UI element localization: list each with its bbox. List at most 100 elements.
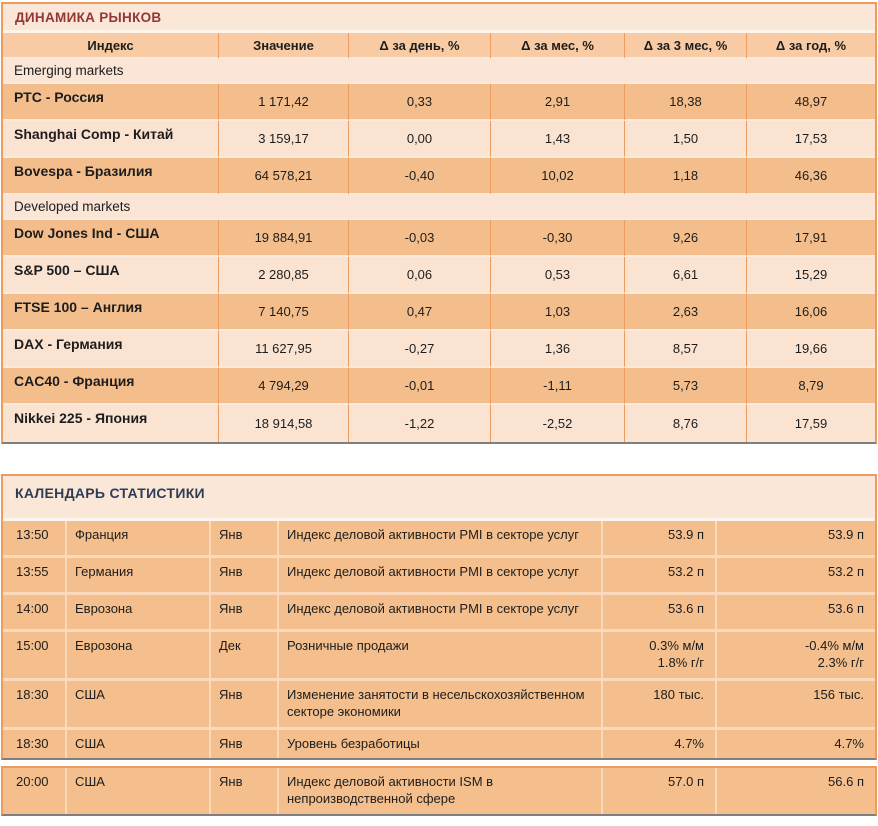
market-dynamics-table: Индекс Значение Δ за день, % Δ за мес, % Δ з… (3, 33, 875, 442)
market-table-header-row: Индекс Значение Δ за день, % Δ за мес, % Δ з… (3, 33, 875, 59)
market-dynamics-section: ДИНАМИКА РЫНКОВ Индекс Значение Δ за день,… (1, 2, 877, 444)
calendar-event: Уровень безработицы (279, 729, 603, 759)
market-index-name: Nikkei 225 - Япония (3, 405, 219, 442)
statistics-calendar-section: КАЛЕНДАРЬ СТАТИСТИКИ 13:50 Франция Янв Инде… (1, 474, 877, 761)
market-delta-day: 0,33 (349, 84, 491, 121)
market-index-name: РТС - Россия (3, 84, 219, 121)
market-value: 18 914,58 (219, 405, 349, 442)
market-index-name: Bovespa - Бразилия (3, 158, 219, 195)
calendar-time: 13:55 (3, 558, 67, 595)
market-delta-day: -0,27 (349, 331, 491, 368)
market-index-name: FTSE 100 – Англия (3, 294, 219, 331)
market-column-header: Δ за день, % (349, 33, 491, 59)
calendar-time: 13:50 (3, 521, 67, 558)
market-value: 2 280,85 (219, 257, 349, 294)
market-group-row: Developed markets (3, 195, 875, 220)
market-index-name: S&P 500 – США (3, 257, 219, 294)
calendar-region: США (67, 729, 211, 759)
market-delta-year: 17,59 (747, 405, 875, 442)
market-delta-day: -1,22 (349, 405, 491, 442)
market-delta-day: -0,01 (349, 368, 491, 405)
market-delta-year: 17,53 (747, 121, 875, 158)
market-delta-3month: 6,61 (625, 257, 747, 294)
market-index-row: DAX - Германия 11 627,95 -0,27 1,36 8,57 19,6… (3, 331, 875, 368)
market-delta-year: 15,29 (747, 257, 875, 294)
market-delta-year: 48,97 (747, 84, 875, 121)
calendar-period: Дек (211, 632, 279, 681)
market-delta-day: 0,00 (349, 121, 491, 158)
calendar-event-row: 14:00 Еврозона Янв Индекс деловой активност… (3, 595, 875, 632)
calendar-time: 15:00 (3, 632, 67, 681)
statistics-calendar-continued-section: 20:00 США Янв Индекс деловой активности ISM… (1, 766, 877, 817)
market-delta-3month: 1,18 (625, 158, 747, 195)
market-index-name: Dow Jones Ind - США (3, 220, 219, 257)
market-delta-year: 16,06 (747, 294, 875, 331)
calendar-period: Янв (211, 768, 279, 815)
market-index-name: CAC40 - Франция (3, 368, 219, 405)
calendar-event-row: 13:55 Германия Янв Индекс деловой активност… (3, 558, 875, 595)
calendar-forecast: 57.0 п (603, 768, 717, 815)
market-delta-3month: 8,57 (625, 331, 747, 368)
market-delta-month: 0,53 (491, 257, 625, 294)
market-delta-year: 19,66 (747, 331, 875, 368)
calendar-forecast: 53.9 п (603, 521, 717, 558)
calendar-period: Янв (211, 595, 279, 632)
market-delta-3month: 2,63 (625, 294, 747, 331)
market-delta-day: -0,40 (349, 158, 491, 195)
market-delta-day: -0,03 (349, 220, 491, 257)
market-index-row: CAC40 - Франция 4 794,29 -0,01 -1,11 5,73 8,7… (3, 368, 875, 405)
calendar-period: Янв (211, 729, 279, 759)
calendar-previous: 53.2 п (717, 558, 875, 595)
market-delta-3month: 1,50 (625, 121, 747, 158)
statistics-calendar-table: 13:50 Франция Янв Индекс деловой активности… (3, 521, 875, 759)
market-index-row: Nikkei 225 - Япония 18 914,58 -1,22 -2,52 8,… (3, 405, 875, 442)
market-delta-day: 0,06 (349, 257, 491, 294)
market-value: 4 794,29 (219, 368, 349, 405)
calendar-region: Еврозона (67, 632, 211, 681)
market-value: 19 884,91 (219, 220, 349, 257)
calendar-previous: 156 тыс. (717, 680, 875, 730)
statistics-calendar-table-continued: 20:00 США Янв Индекс деловой активности ISM… (3, 768, 875, 815)
calendar-previous: 4.7% (717, 729, 875, 759)
calendar-region: Франция (67, 521, 211, 558)
market-value: 11 627,95 (219, 331, 349, 368)
calendar-region: Германия (67, 558, 211, 595)
market-delta-month: 1,36 (491, 331, 625, 368)
market-column-header: Δ за мес, % (491, 33, 625, 59)
calendar-event-row: 13:50 Франция Янв Индекс деловой активности… (3, 521, 875, 558)
calendar-region: США (67, 680, 211, 730)
calendar-period: Янв (211, 521, 279, 558)
market-delta-month: 10,02 (491, 158, 625, 195)
calendar-event: Индекс деловой активности PMI в секторе … (279, 558, 603, 595)
market-delta-month: 1,03 (491, 294, 625, 331)
calendar-event: Индекс деловой активности PMI в секторе … (279, 521, 603, 558)
calendar-time: 18:30 (3, 729, 67, 759)
calendar-period: Янв (211, 680, 279, 730)
market-delta-3month: 9,26 (625, 220, 747, 257)
market-index-row: РТС - Россия 1 171,42 0,33 2,91 18,38 48,97 (3, 84, 875, 121)
market-value: 1 171,42 (219, 84, 349, 121)
calendar-forecast: 53.6 п (603, 595, 717, 632)
market-delta-month: 2,91 (491, 84, 625, 121)
calendar-event: Индекс деловой активности PMI в секторе … (279, 595, 603, 632)
market-index-row: Shanghai Comp - Китай 3 159,17 0,00 1,43 1,5… (3, 121, 875, 158)
market-dynamics-title: ДИНАМИКА РЫНКОВ (3, 4, 875, 33)
calendar-event-row: 20:00 США Янв Индекс деловой активности ISM… (3, 768, 875, 815)
market-delta-3month: 8,76 (625, 405, 747, 442)
market-delta-month: -1,11 (491, 368, 625, 405)
calendar-event-row: 18:30 США Янв Уровень безработицы 4.7% 4.7% (3, 729, 875, 759)
calendar-previous: -0.4% м/м 2.3% г/г (717, 632, 875, 681)
market-delta-month: -0,30 (491, 220, 625, 257)
market-index-row: Bovespa - Бразилия 64 578,21 -0,40 10,02 1,1… (3, 158, 875, 195)
market-delta-year: 46,36 (747, 158, 875, 195)
market-delta-day: 0,47 (349, 294, 491, 331)
statistics-calendar-title: КАЛЕНДАРЬ СТАТИСТИКИ (3, 476, 875, 521)
market-index-name: Shanghai Comp - Китай (3, 121, 219, 158)
calendar-time: 14:00 (3, 595, 67, 632)
calendar-previous: 53.6 п (717, 595, 875, 632)
market-delta-year: 8,79 (747, 368, 875, 405)
calendar-event: Индекс деловой активности ISM в непроизв… (279, 768, 603, 815)
market-index-name: DAX - Германия (3, 331, 219, 368)
market-column-header: Индекс (3, 33, 219, 59)
